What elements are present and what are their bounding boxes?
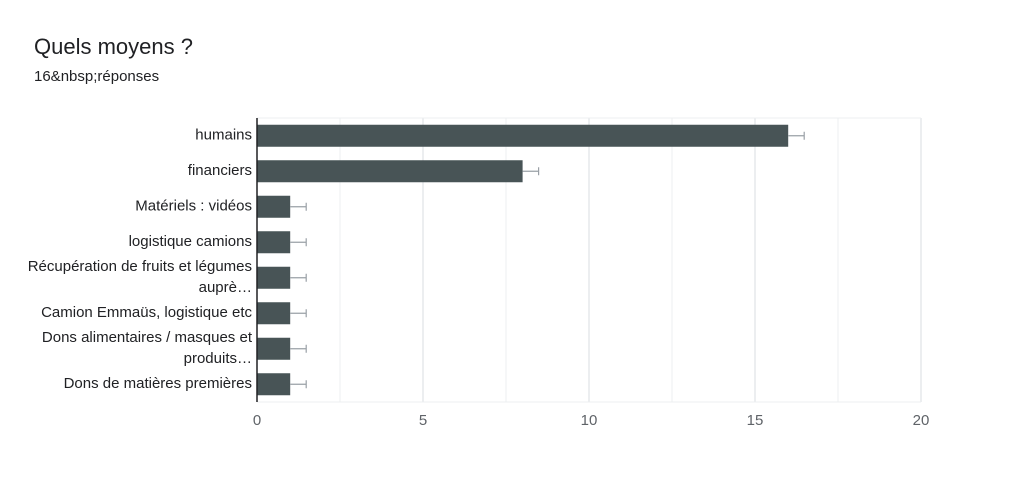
category-label: financiers xyxy=(188,162,252,179)
category-label: Dons de matières premières xyxy=(64,375,252,392)
category-label: Camion Emmaüs, logistique etc xyxy=(41,304,252,321)
bars xyxy=(257,124,789,396)
bar xyxy=(257,195,291,218)
bar xyxy=(257,231,291,254)
response-count: 16&nbsp;réponses xyxy=(34,68,160,85)
x-tick-label: 0 xyxy=(253,412,261,429)
x-tick-label: 5 xyxy=(419,412,427,429)
category-label: logistique camions xyxy=(129,233,252,250)
category-label: Dons alimentaires / masques et produits… xyxy=(42,329,253,367)
bar xyxy=(257,160,523,183)
bar xyxy=(257,266,291,289)
x-tick-label: 15 xyxy=(747,412,764,429)
x-tick-label: 10 xyxy=(581,412,598,429)
category-label: Récupération de fruits et légumes auprè… xyxy=(28,258,252,296)
category-label: Matériels : vidéos xyxy=(135,198,252,215)
category-labels: humains financiers Matériels : vidéos logis… xyxy=(28,127,253,393)
bar xyxy=(257,373,291,396)
x-tick-label: 20 xyxy=(913,412,930,429)
chart-title: Quels moyens ? xyxy=(34,34,193,59)
bar xyxy=(257,124,789,147)
bar xyxy=(257,337,291,360)
x-tick-labels: 0 5 10 15 20 xyxy=(253,412,930,429)
error-bars xyxy=(290,131,805,389)
category-label: humains xyxy=(195,127,252,144)
bar xyxy=(257,302,291,325)
